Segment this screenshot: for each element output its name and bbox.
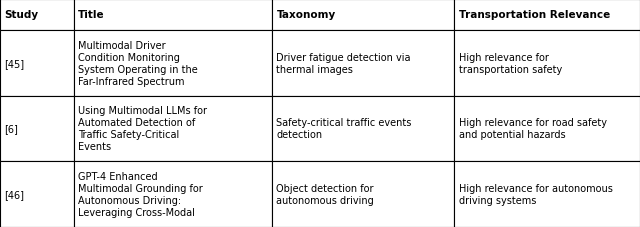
Bar [0,0,74,31]
Text: Study: Study [4,10,38,20]
Text: Object detection for
autonomous driving: Object detection for autonomous driving [276,183,374,205]
Bar [0,96,74,162]
Text: [6]: [6] [4,124,19,134]
Bar [272,162,454,227]
Bar [0,31,74,96]
Text: Safety-critical traffic events
detection: Safety-critical traffic events detection [276,118,412,140]
Bar [454,0,640,31]
Text: [46]: [46] [4,189,24,199]
Bar [0,162,74,227]
Bar [74,96,272,162]
Text: Title: Title [78,10,105,20]
Bar [454,162,640,227]
Text: Taxonomy: Taxonomy [276,10,336,20]
Text: High relevance for autonomous
driving systems: High relevance for autonomous driving sy… [459,183,612,205]
Text: Using Multimodal LLMs for
Automated Detection of
Traffic Safety-Critical
Events: Using Multimodal LLMs for Automated Dete… [78,106,207,152]
Text: [45]: [45] [4,58,24,68]
Text: High relevance for
transportation safety: High relevance for transportation safety [459,52,562,74]
Bar [272,96,454,162]
Bar [454,31,640,96]
Text: High relevance for road safety
and potential hazards: High relevance for road safety and poten… [459,118,607,140]
Text: Multimodal Driver
Condition Monitoring
System Operating in the
Far-Infrared Spec: Multimodal Driver Condition Monitoring S… [78,40,198,86]
Bar [272,31,454,96]
Bar [74,0,272,31]
Bar [74,31,272,96]
Text: Driver fatigue detection via
thermal images: Driver fatigue detection via thermal ima… [276,52,411,74]
Bar [74,162,272,227]
Bar [454,96,640,162]
Bar [272,0,454,31]
Text: GPT-4 Enhanced
Multimodal Grounding for
Autonomous Driving:
Leveraging Cross-Mod: GPT-4 Enhanced Multimodal Grounding for … [78,171,203,217]
Text: Transportation Relevance: Transportation Relevance [459,10,610,20]
